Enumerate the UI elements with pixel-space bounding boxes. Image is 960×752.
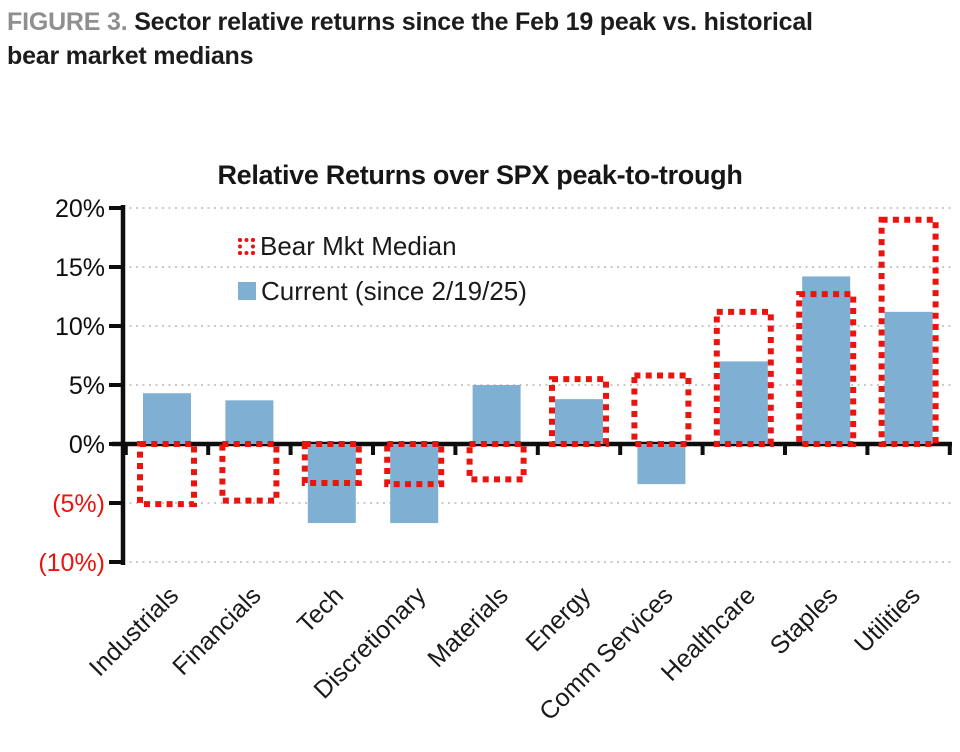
y-axis-label-5: 5% — [69, 372, 105, 400]
y-axis-label-20: 20% — [55, 195, 105, 223]
y-axis-label-15: 15% — [55, 254, 105, 282]
bar-median-comm-services — [631, 372, 692, 447]
bar-median-staples — [796, 291, 857, 447]
chart-legend: Bear Mkt Median Current (since 2/19/25) — [238, 230, 527, 323]
bar-current-materials — [472, 385, 521, 444]
bar-current-comm-services — [637, 444, 686, 485]
figure-caption-line1: FIGURE 3. Sector relative returns since … — [7, 5, 953, 39]
bar-median-energy — [549, 376, 609, 448]
legend-label-bear-mkt-median: Bear Mkt Median — [260, 230, 457, 261]
bar-current-staples — [802, 276, 851, 444]
y-axis-label-10: (10%) — [38, 549, 105, 577]
figure-caption-text: Sector relative returns since the Feb 19… — [134, 8, 813, 36]
legend-item-bear-mkt-median: Bear Mkt Median — [238, 230, 527, 261]
bar-median-materials — [466, 441, 527, 483]
bar-median-utilities — [878, 216, 939, 447]
bar-current-industrials — [143, 393, 191, 444]
y-axis-label-10: 10% — [55, 313, 105, 341]
bar-current-financials — [225, 400, 274, 444]
chart-plot: 20% 15% 10% 5% 0% (5%) (10%) Industrials Financi… — [0, 195, 960, 747]
bar-median-financials — [219, 441, 280, 504]
figure-caption: FIGURE 3. Sector relative returns since … — [7, 5, 953, 73]
y-axis-label-5: (5%) — [52, 490, 105, 518]
plot-svg: 20% 15% 10% 5% 0% (5%) (10%) IndustrialsFinanci… — [38, 195, 952, 726]
bar-current-energy — [555, 399, 603, 444]
x-label-materials: Materials — [422, 581, 514, 673]
x-label-energy: Energy — [520, 581, 596, 657]
x-label-utilities: Utilities — [849, 581, 926, 658]
bar-median-discretionary — [384, 441, 445, 488]
x-label-staples: Staples — [765, 581, 844, 660]
chart-title: Relative Returns over SPX peak-to-trough — [217, 160, 743, 190]
figure-caption-line2: bear market medians — [7, 42, 254, 70]
legend-label-current: Current (since 2/19/25) — [261, 275, 527, 306]
legend-item-current: Current (since 2/19/25) — [238, 275, 527, 306]
x-label-tech: Tech — [292, 581, 349, 638]
x-label-industrials: Industrials — [84, 581, 184, 681]
y-axis-label-0: 0% — [69, 431, 105, 459]
x-label-financials: Financials — [167, 581, 266, 680]
bar-current-utilities — [884, 311, 933, 444]
bar-current-healthcare — [719, 361, 768, 444]
current-solid-swatch-icon — [238, 282, 256, 300]
bear-median-dotted-swatch-icon — [238, 237, 255, 255]
figure-number: FIGURE 3. — [7, 8, 128, 36]
bar-median-tech — [301, 441, 362, 486]
bar-median-industrials — [137, 441, 197, 508]
bar-median-healthcare — [713, 308, 774, 447]
